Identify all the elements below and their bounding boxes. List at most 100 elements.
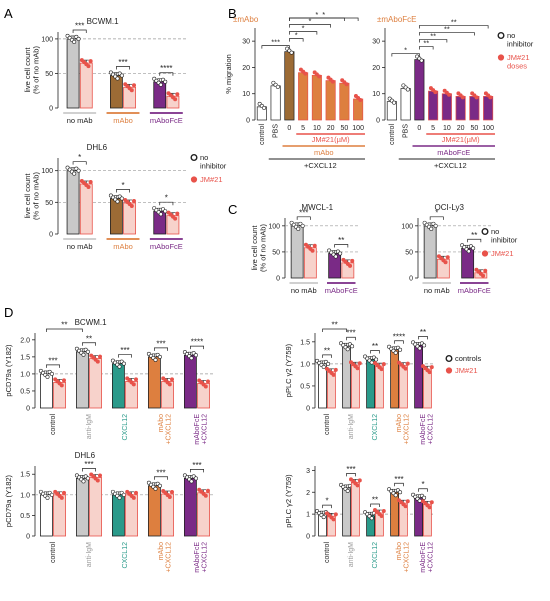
bar-jm21 (326, 371, 336, 409)
bar-dose (469, 95, 480, 121)
x-tick-label: 100 (482, 125, 494, 132)
x-tick-label: 20 (457, 125, 465, 132)
data-point (170, 489, 175, 494)
bar-control (147, 485, 161, 537)
data-point (460, 95, 465, 100)
significance-bracket (289, 31, 318, 35)
significance-label: ** (372, 496, 378, 505)
bar-jm21 (125, 494, 138, 537)
significance-label: ** (86, 334, 92, 343)
y-tick-label: 1.0 (20, 492, 30, 499)
significance-bracket (72, 161, 87, 165)
bar-control (183, 354, 197, 409)
chart-title: ±mAbo (233, 15, 259, 24)
data-point (158, 82, 163, 87)
bar-jm21 (398, 502, 408, 537)
bar-jm21 (197, 492, 211, 537)
significance-label: ** (61, 321, 67, 330)
chart-title: OCI-Ly3 (435, 203, 465, 212)
data-point (59, 495, 64, 500)
significance-label: *** (394, 475, 403, 484)
y-tick-label: 10 (372, 91, 380, 98)
bar-control (76, 351, 89, 409)
significance-bracket (418, 488, 428, 492)
significance-bracket (289, 17, 359, 21)
x-tick-label: 0 (287, 125, 291, 132)
bar-control (414, 344, 424, 409)
group-label: mAbo (314, 148, 334, 157)
bar-dose (428, 90, 439, 121)
data-point (381, 509, 386, 514)
y-tick-label: 50 (45, 71, 53, 78)
significance-bracket (289, 38, 304, 42)
legend-marker (481, 250, 489, 257)
significance-label: *** (84, 460, 93, 469)
y-tick-label: 2.0 (20, 337, 30, 344)
data-point (312, 243, 317, 248)
data-point (173, 97, 178, 102)
chart-title: BCWM.1 (87, 17, 120, 26)
legend-label: JM#21 (455, 366, 478, 375)
significance-label: **** (393, 332, 405, 341)
significance-label: * (165, 194, 168, 203)
legend-marker (497, 32, 505, 40)
significance-label: * (78, 153, 81, 162)
data-point (88, 59, 93, 64)
data-point (429, 365, 434, 370)
data-point (85, 476, 90, 481)
y-tick-label: 50 (272, 249, 280, 256)
data-point (427, 370, 432, 375)
panel-label-c: C (228, 202, 237, 217)
bar-control (110, 198, 123, 235)
significance-label: ** (444, 25, 450, 34)
data-point (157, 354, 162, 359)
significance-bracket (46, 364, 60, 368)
legend-label: no inhibitor (491, 227, 518, 244)
chart-D3: 0 0.5 1.0 1.5 pCD79a (Y182) DHL6 control anti-I… (4, 451, 215, 573)
data-point (131, 382, 136, 387)
significance-label: ** (324, 346, 330, 355)
data-point (167, 382, 172, 387)
data-point (303, 71, 308, 76)
data-point (72, 171, 77, 176)
significance-label: ** (420, 328, 426, 337)
significance-label: *** (75, 22, 84, 31)
dose-label: JM#21(µM) (312, 135, 351, 144)
data-point (357, 478, 362, 483)
data-point (134, 490, 139, 495)
data-point (357, 361, 362, 366)
x-tick-label: PBS (403, 124, 410, 138)
data-point (206, 488, 211, 493)
data-point (321, 364, 326, 369)
x-tick-label: 100 (352, 125, 364, 132)
data-point (405, 87, 410, 92)
significance-bracket (346, 473, 356, 477)
data-point (175, 211, 180, 216)
significance-bracket (419, 46, 434, 50)
chart-D4: 0 1 2 3 pPLC γ2 (Y759) control anti-IgM CXCL12 m… (284, 465, 435, 573)
bar-jm21 (53, 494, 66, 537)
bar-dose (311, 74, 322, 121)
data-point (121, 361, 126, 366)
data-point (317, 74, 322, 79)
data-point (429, 500, 434, 505)
chart-title: DHL6 (87, 143, 108, 152)
bar-control (423, 225, 437, 279)
data-point (417, 346, 422, 351)
legend-label: JM#21 (200, 175, 223, 184)
y-tick-label: 1.5 (300, 339, 310, 346)
data-point (98, 473, 103, 478)
significance-label: ** (372, 342, 378, 351)
y-tick-label: 0 (26, 534, 30, 541)
x-tick-label: 20 (327, 125, 335, 132)
y-tick-label: 2 (306, 490, 310, 497)
significance-bracket (159, 201, 174, 206)
y-tick-label: 100 (268, 223, 280, 230)
significance-label: * (121, 181, 124, 190)
significance-label: **** (191, 338, 203, 347)
chart-title: DHL6 (75, 451, 96, 460)
significance-bracket (46, 328, 83, 332)
significance-label: *** (156, 468, 165, 477)
y-tick-label: 1.5 (20, 354, 30, 361)
bar-control (386, 101, 397, 121)
